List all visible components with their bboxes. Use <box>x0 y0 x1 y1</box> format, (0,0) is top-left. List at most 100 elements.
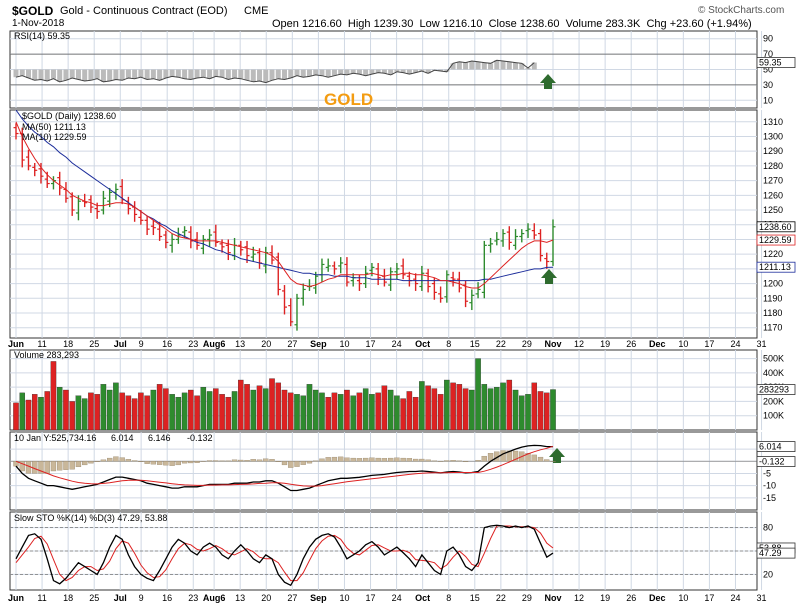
volume-bar <box>344 389 350 431</box>
chart-exchange: CME <box>244 5 269 17</box>
volume-bar <box>356 392 363 431</box>
price-up-arrow <box>541 269 557 284</box>
volume-bar <box>400 398 406 431</box>
volume-bar <box>181 392 188 431</box>
y-tick-label: 1260 <box>763 190 783 200</box>
volume-bar <box>394 395 400 431</box>
macd-histogram-bar <box>156 461 163 465</box>
volume-bar <box>231 391 238 431</box>
price-legend-ma10: MA(10) 1229.59 <box>22 132 87 142</box>
volume-bar <box>387 389 394 431</box>
volume-bar <box>138 392 144 431</box>
x-tick-label: 24 <box>392 339 402 349</box>
volume-bar <box>188 389 194 431</box>
volume-bar <box>225 396 232 431</box>
last-value-box <box>756 456 796 467</box>
macd-histogram-bar <box>82 461 88 466</box>
macd-histogram-bar <box>144 461 150 464</box>
macd-histogram-bar <box>107 457 113 462</box>
chart-date: 1-Nov-2018 <box>12 18 65 29</box>
macd-histogram-bar <box>131 460 138 462</box>
x-tick-label: 27 <box>287 339 297 349</box>
x-tick-label: 17 <box>366 339 376 349</box>
last-value-label: 1211.13 <box>759 262 791 272</box>
volume-bar <box>312 389 319 431</box>
x-tick-label: 16 <box>162 339 172 349</box>
macd-histogram-bar <box>363 457 369 462</box>
macd-histogram-bar <box>400 457 406 462</box>
macd-histogram-bar <box>169 461 175 466</box>
last-value-box <box>756 234 796 246</box>
macd-histogram-bar <box>350 457 356 462</box>
x-tick-label: 11 <box>37 593 46 603</box>
volume-bar <box>337 394 344 431</box>
macd-histogram-bar <box>475 460 481 462</box>
macd-histogram-bar <box>412 458 419 462</box>
volume-bar <box>406 391 413 431</box>
volume-bar <box>119 392 125 431</box>
macd-histogram-bar <box>481 455 487 462</box>
last-value-box <box>756 384 796 395</box>
macd-histogram-bar <box>113 456 119 462</box>
macd-histogram-bar <box>188 461 194 464</box>
macd-histogram-bar <box>537 456 544 462</box>
last-value-label: 1238.60 <box>759 222 792 232</box>
panel-price <box>9 109 758 339</box>
volume-bar <box>525 394 531 431</box>
x-tick-label: Nov <box>544 593 561 603</box>
quote-line: Open 1216.60 High 1239.30 Low 1216.10 Cl… <box>272 18 752 30</box>
volume-bar <box>419 381 425 431</box>
chg-value: +23.60 (+1.94%) <box>669 18 752 30</box>
x-tick-label: 17 <box>366 593 376 603</box>
macd-histogram-bar <box>388 457 394 462</box>
y-tick-label: 1310 <box>763 117 783 127</box>
y-tick-label: 80 <box>763 523 773 533</box>
volume-label: Volume <box>565 18 603 30</box>
y-tick-label: 500K <box>763 354 784 364</box>
x-tick-label: Oct <box>415 593 430 603</box>
last-value-box <box>756 441 796 452</box>
macd-histogram-bar <box>419 458 425 462</box>
macd-histogram-bar <box>425 459 431 462</box>
rsi-legend: RSI(14) 59.35 <box>14 31 70 41</box>
macd-histogram-bar <box>356 458 363 462</box>
macd-histogram-bar <box>525 453 531 462</box>
macd-histogram-bar <box>206 460 213 462</box>
x-tick-label: Oct <box>415 339 430 349</box>
y-tick-label: 400K <box>763 368 784 378</box>
volume-bar <box>44 391 50 431</box>
volume-bar <box>519 395 525 431</box>
last-value-label: 59.35 <box>759 58 782 68</box>
volume-bar <box>194 395 200 431</box>
x-tick-label: 10 <box>678 339 688 349</box>
y-tick-label: 1300 <box>763 131 783 141</box>
volume-bar <box>444 379 450 431</box>
volume-bar <box>250 389 257 431</box>
macd-histogram-bar <box>44 461 50 474</box>
ma10-line <box>15 121 554 289</box>
x-tick-label: 12 <box>574 339 584 349</box>
volume-bar <box>100 384 107 431</box>
macd-histogram-bar <box>381 458 388 462</box>
y-tick-label: 100K <box>763 411 784 421</box>
volume-bar <box>362 388 369 431</box>
macd-histogram-bar <box>394 457 400 462</box>
volume-bar <box>431 388 438 431</box>
y-tick-label: 90 <box>763 34 773 44</box>
volume-bar <box>131 398 138 431</box>
chart-description: Gold - Continuous Contract (EOD) <box>60 5 228 17</box>
macd-histogram-bar <box>194 461 200 463</box>
macd-histogram-bar <box>150 461 157 465</box>
volume-bar <box>81 398 88 431</box>
close-value: 1238.60 <box>519 18 560 30</box>
y-tick-label: 20 <box>763 569 773 579</box>
volume-bar <box>125 395 132 431</box>
macd-histogram-bar <box>19 461 25 472</box>
macd-histogram-bar <box>294 461 300 467</box>
volume-bar <box>156 384 163 431</box>
macd-histogram-bar <box>100 459 107 462</box>
macd-legend-signal: 6.146 <box>148 433 171 443</box>
macd-histogram-bar <box>213 460 219 462</box>
macd-histogram-bar <box>450 460 456 462</box>
